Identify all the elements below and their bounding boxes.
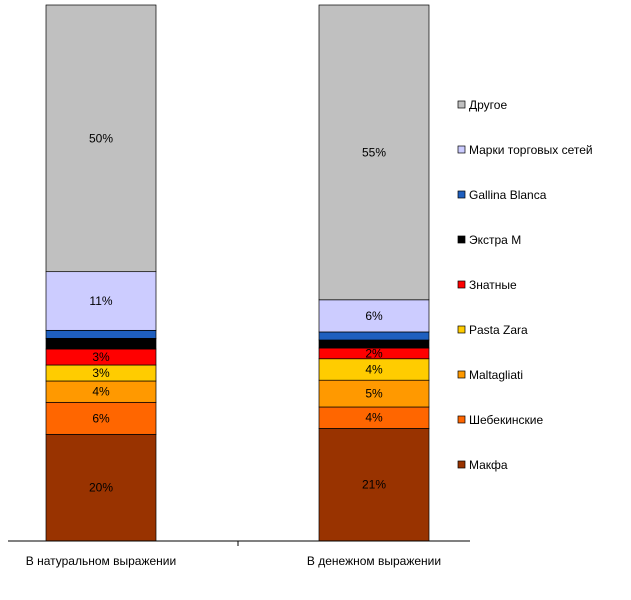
data-label: 5% bbox=[365, 387, 383, 401]
category-label: В натуральном выражении bbox=[26, 554, 176, 568]
bar-segment bbox=[45, 4, 157, 273]
legend-swatch bbox=[457, 370, 466, 379]
legend-swatch bbox=[457, 100, 466, 109]
legend-label: Gallina Blanca bbox=[469, 188, 547, 202]
legend-label: Шебекинские bbox=[469, 413, 543, 427]
legend-swatch bbox=[457, 280, 466, 289]
legend-swatch bbox=[457, 235, 466, 244]
bar-segment bbox=[45, 433, 157, 542]
legend-label: Экстра М bbox=[469, 233, 521, 247]
legend-swatch bbox=[457, 415, 466, 424]
legend-label: Макфа bbox=[469, 458, 508, 472]
bar-segment bbox=[318, 299, 430, 333]
data-label: 55% bbox=[362, 145, 386, 159]
data-label: 3% bbox=[92, 366, 110, 380]
bars-group bbox=[45, 4, 430, 542]
bar-segment bbox=[318, 379, 430, 408]
data-label: 4% bbox=[365, 362, 383, 376]
category-labels-group: В натуральном выражении В денежном выраже… bbox=[26, 554, 441, 568]
bar-segment bbox=[45, 401, 157, 435]
legend-label: Maltagliati bbox=[469, 368, 523, 382]
category-label: В денежном выражении bbox=[307, 554, 441, 568]
bar-segment bbox=[318, 331, 430, 341]
legend-label: Другое bbox=[469, 98, 507, 112]
data-label: 11% bbox=[89, 294, 112, 308]
legend-label: Pasta Zara bbox=[469, 323, 528, 337]
data-label: 4% bbox=[92, 385, 110, 399]
bar-segment bbox=[45, 337, 157, 350]
data-labels-group: 20% 6% 4% 3% 3% 11% 50% 21% 4% 5% 4% 2% 6% 55% bbox=[89, 131, 386, 494]
legend-swatch bbox=[457, 145, 466, 154]
legend-label: Знатные bbox=[469, 278, 517, 292]
data-label: 3% bbox=[92, 350, 110, 364]
data-label: 21% bbox=[362, 478, 386, 492]
legend-swatch bbox=[457, 190, 466, 199]
bar-segment bbox=[318, 4, 430, 301]
data-label: 20% bbox=[89, 481, 113, 495]
legend-swatch bbox=[457, 325, 466, 334]
data-label: 6% bbox=[92, 411, 110, 425]
legend: Другое Марки торговых сетей Gallina Blanca… bbox=[457, 98, 593, 472]
data-label: 50% bbox=[89, 131, 113, 145]
data-label: 4% bbox=[365, 411, 383, 425]
data-label: 6% bbox=[365, 309, 383, 323]
bar-segment bbox=[45, 329, 157, 339]
bar-segment bbox=[45, 271, 157, 331]
legend-swatch bbox=[457, 460, 466, 469]
data-label: 2% bbox=[365, 346, 383, 360]
legend-label: Марки торговых сетей bbox=[469, 143, 593, 157]
